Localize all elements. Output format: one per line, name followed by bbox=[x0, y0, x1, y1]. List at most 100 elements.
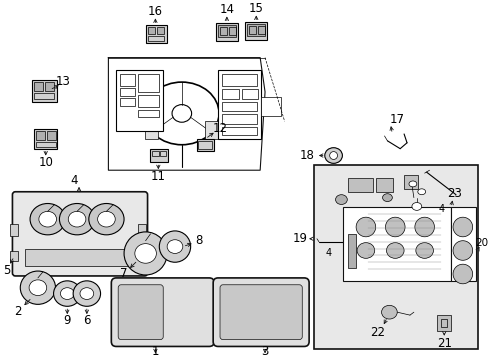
Ellipse shape bbox=[335, 195, 346, 204]
Ellipse shape bbox=[89, 203, 124, 235]
Text: 3: 3 bbox=[261, 345, 268, 358]
Text: 21: 21 bbox=[436, 337, 451, 350]
Bar bbox=[10, 252, 18, 261]
Bar bbox=[138, 109, 159, 117]
Bar bbox=[313, 165, 477, 350]
Bar bbox=[147, 27, 155, 34]
Bar bbox=[152, 150, 159, 156]
Bar bbox=[10, 224, 18, 236]
Bar bbox=[145, 25, 167, 43]
Text: 5: 5 bbox=[3, 264, 10, 276]
Ellipse shape bbox=[417, 189, 425, 195]
FancyBboxPatch shape bbox=[111, 278, 214, 346]
Bar bbox=[32, 80, 58, 102]
Ellipse shape bbox=[39, 211, 57, 227]
Ellipse shape bbox=[68, 211, 86, 227]
Bar bbox=[222, 102, 257, 112]
Text: 4: 4 bbox=[70, 174, 78, 186]
Bar bbox=[347, 178, 372, 192]
Text: 18: 18 bbox=[299, 149, 314, 162]
Bar bbox=[403, 175, 417, 189]
Text: 12: 12 bbox=[212, 122, 227, 135]
Bar bbox=[436, 315, 450, 331]
Bar bbox=[228, 27, 235, 35]
Bar bbox=[120, 74, 135, 86]
Ellipse shape bbox=[20, 271, 56, 304]
Text: 23: 23 bbox=[447, 187, 462, 200]
Ellipse shape bbox=[172, 105, 191, 122]
Text: 10: 10 bbox=[38, 156, 53, 169]
Ellipse shape bbox=[54, 281, 81, 306]
Ellipse shape bbox=[324, 148, 342, 163]
Ellipse shape bbox=[98, 211, 115, 227]
Bar bbox=[120, 98, 135, 105]
Ellipse shape bbox=[60, 203, 95, 235]
Text: 14: 14 bbox=[219, 3, 234, 16]
Ellipse shape bbox=[30, 203, 65, 235]
Ellipse shape bbox=[452, 217, 472, 237]
Bar bbox=[45, 82, 54, 91]
Bar bbox=[222, 74, 257, 86]
Ellipse shape bbox=[452, 241, 472, 260]
Bar bbox=[440, 319, 446, 327]
Bar bbox=[47, 131, 56, 140]
Ellipse shape bbox=[452, 264, 472, 284]
Polygon shape bbox=[108, 58, 264, 170]
Bar bbox=[36, 131, 45, 140]
Bar bbox=[261, 97, 280, 116]
Ellipse shape bbox=[80, 288, 94, 300]
Ellipse shape bbox=[61, 288, 74, 300]
Bar bbox=[147, 36, 164, 41]
Ellipse shape bbox=[29, 280, 47, 296]
Ellipse shape bbox=[135, 244, 156, 263]
Text: 4: 4 bbox=[325, 248, 331, 258]
Bar bbox=[258, 26, 264, 34]
Ellipse shape bbox=[329, 152, 337, 159]
Bar bbox=[249, 26, 256, 34]
Ellipse shape bbox=[382, 194, 391, 202]
Ellipse shape bbox=[411, 203, 421, 210]
Bar bbox=[36, 142, 56, 147]
Text: 13: 13 bbox=[56, 75, 71, 87]
Text: 19: 19 bbox=[292, 232, 307, 245]
Text: 6: 6 bbox=[83, 315, 90, 328]
Bar bbox=[34, 129, 58, 149]
Bar bbox=[241, 89, 258, 99]
Text: 22: 22 bbox=[369, 326, 385, 339]
Bar bbox=[116, 70, 163, 131]
Bar bbox=[247, 24, 264, 36]
Bar bbox=[34, 93, 54, 99]
Ellipse shape bbox=[355, 217, 375, 237]
Ellipse shape bbox=[414, 217, 433, 237]
Bar bbox=[198, 141, 212, 149]
Bar bbox=[157, 27, 164, 34]
Text: 20: 20 bbox=[475, 238, 488, 248]
Bar bbox=[138, 74, 159, 92]
FancyBboxPatch shape bbox=[213, 278, 308, 346]
Ellipse shape bbox=[167, 240, 183, 253]
Ellipse shape bbox=[124, 232, 167, 275]
Text: 1: 1 bbox=[151, 345, 159, 358]
Ellipse shape bbox=[159, 231, 190, 262]
Text: 2: 2 bbox=[15, 305, 22, 318]
Bar bbox=[343, 207, 450, 281]
Ellipse shape bbox=[73, 281, 101, 306]
Text: 8: 8 bbox=[194, 234, 202, 247]
FancyBboxPatch shape bbox=[12, 192, 147, 276]
Text: 15: 15 bbox=[248, 2, 263, 15]
Bar bbox=[138, 95, 159, 107]
Bar bbox=[220, 27, 226, 35]
Bar bbox=[144, 121, 158, 139]
Ellipse shape bbox=[356, 243, 374, 258]
Bar bbox=[245, 22, 266, 40]
Bar bbox=[375, 178, 392, 192]
Text: 7: 7 bbox=[120, 267, 127, 280]
Text: 11: 11 bbox=[150, 170, 165, 183]
Ellipse shape bbox=[385, 217, 404, 237]
Bar bbox=[138, 224, 145, 236]
Bar bbox=[160, 150, 166, 156]
FancyBboxPatch shape bbox=[220, 285, 302, 339]
Ellipse shape bbox=[408, 181, 416, 187]
Bar bbox=[205, 121, 219, 139]
FancyBboxPatch shape bbox=[118, 285, 163, 339]
